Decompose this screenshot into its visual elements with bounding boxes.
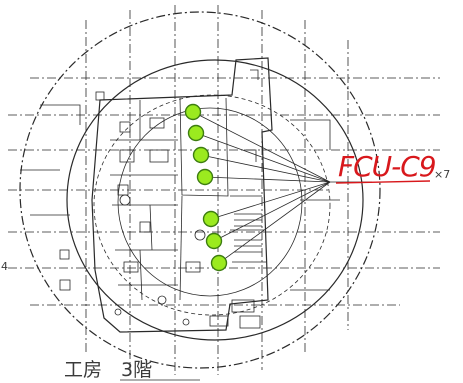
- fcu-marker: [202, 210, 220, 228]
- fcu-marker: [210, 254, 228, 272]
- fcu-marker: [184, 103, 202, 121]
- fcu-unit-label: FCU-C9: [338, 150, 436, 183]
- fcu-label-underline: [335, 180, 431, 184]
- fcu-markers: [184, 103, 228, 272]
- fcu-quantity-label: ×7: [434, 168, 450, 181]
- grid-edge-label: 4: [1, 260, 8, 273]
- fcu-marker: [192, 146, 210, 164]
- fcu-marker: [187, 124, 205, 142]
- building-block: [20, 57, 340, 333]
- fcu-marker: [205, 232, 223, 250]
- fcu-marker: [196, 168, 214, 186]
- leader-lines: [192, 111, 372, 264]
- floor-label: 工房 3階: [64, 359, 152, 381]
